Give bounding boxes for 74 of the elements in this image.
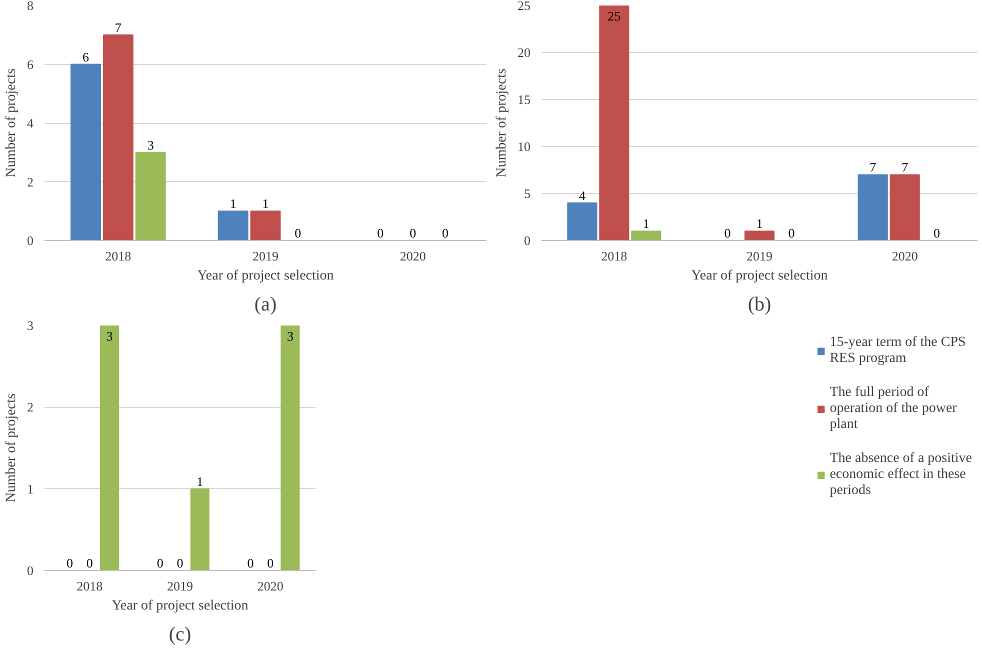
data-label: 7: [870, 160, 877, 175]
data-label: 4: [578, 188, 586, 203]
data-label: 3: [286, 328, 294, 344]
x-tick-label: 2018: [76, 578, 103, 594]
text: (a): [254, 294, 277, 316]
bar: [599, 6, 630, 240]
data-label: 0: [247, 556, 254, 570]
y-tick-label: 0: [27, 233, 34, 248]
bar: [631, 230, 662, 240]
data-label: 7: [114, 20, 122, 35]
y-tick-label: 8: [27, 0, 34, 13]
data-label: 1: [642, 216, 650, 232]
data-label: 25: [608, 8, 621, 24]
y-tick-label: 10: [518, 139, 530, 154]
bar: [218, 210, 248, 240]
data-label: 0: [934, 226, 940, 240]
legend-label: The absence of a positive economic effect in these periods: [830, 451, 972, 499]
data-label: 3: [147, 137, 154, 152]
bar: [250, 210, 281, 240]
x-axis-title: Year of project selection: [691, 268, 828, 284]
data-label: 0: [294, 226, 302, 240]
data-label: 7: [902, 160, 909, 175]
x-tick-label: 2019: [252, 248, 278, 264]
x-tick-label: 2019: [746, 248, 772, 264]
legend-label: The full period of operation of the power plant: [830, 385, 957, 433]
y-tick-label: 0: [524, 233, 530, 248]
y-tick-label: 15: [518, 92, 530, 107]
data-label: 0: [156, 556, 164, 570]
data-label: 0: [377, 226, 384, 240]
data-label: 1: [262, 196, 269, 212]
data-label: 3: [106, 328, 113, 344]
x-tick-label: 2020: [257, 578, 284, 594]
bar: [744, 230, 775, 240]
data-label: 0: [788, 226, 795, 240]
y-tick-label: 1: [27, 481, 34, 496]
y-tick-label: 3: [27, 318, 34, 333]
data-label: 0: [66, 556, 74, 570]
y-tick-label: 4: [27, 116, 34, 130]
x-tick-label: 2019: [167, 578, 193, 594]
data-label: 0: [442, 226, 448, 240]
x-tick-label: 2020: [892, 248, 918, 264]
data-label: 6: [82, 49, 90, 64]
data-label: 0: [86, 556, 93, 570]
y-tick-label: 2: [27, 174, 34, 190]
bar: [70, 64, 101, 240]
data-label: 1: [230, 196, 236, 212]
bar: [858, 174, 888, 240]
y-axis-title: Number of projects: [4, 68, 19, 178]
x-axis-title: Year of project selection: [112, 598, 248, 614]
y-axis-title: Number of projects: [4, 394, 19, 502]
x-tick-label: 2020: [400, 248, 426, 264]
text: (b): [748, 294, 772, 316]
y-axis-title: Number of projects: [494, 68, 510, 178]
bar: [567, 202, 598, 240]
bar: [102, 34, 134, 240]
data-label: 0: [176, 556, 184, 570]
y-tick-label: 25: [518, 0, 530, 13]
y-tick-label: 5: [524, 186, 530, 201]
bar: [135, 152, 166, 240]
y-tick-label: 6: [27, 56, 34, 72]
data-label: 0: [410, 226, 416, 240]
y-tick-label: 2: [27, 400, 34, 415]
data-label: 0: [267, 556, 274, 570]
data-label: 1: [756, 216, 763, 232]
y-tick-label: 20: [518, 45, 530, 60]
data-label: 0: [724, 226, 731, 240]
data-label: 1: [196, 474, 204, 489]
x-tick-label: 2018: [601, 248, 628, 264]
legend-label: 15-year term of the CPS RES program: [830, 335, 966, 367]
y-tick-label: 0: [27, 563, 34, 578]
x-tick-label: 2018: [105, 248, 132, 264]
text: (c): [168, 624, 192, 646]
bar: [890, 174, 920, 240]
x-axis-title: Year of project selection: [197, 268, 334, 284]
